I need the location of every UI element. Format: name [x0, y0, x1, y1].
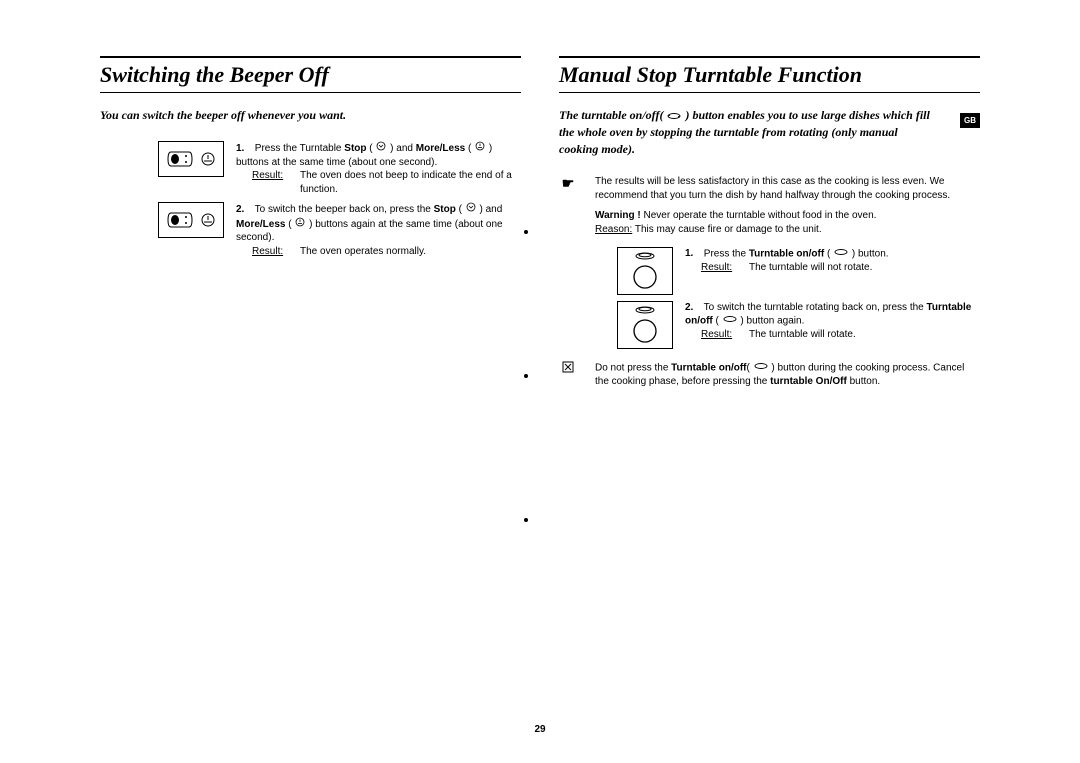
- right-column: Manual Stop Turntable Function The turnt…: [559, 56, 980, 399]
- step-row: 2. To switch the beeper back on, press t…: [158, 202, 521, 258]
- intro-right: The turntable on/off( ) button enables y…: [559, 107, 980, 157]
- section-title-left: Switching the Beeper Off: [100, 60, 521, 91]
- step-number: 1.: [685, 247, 701, 261]
- result-text: The turntable will not rotate.: [749, 261, 872, 275]
- turntable-symbol-icon: [834, 247, 848, 261]
- step-number: 2.: [236, 203, 252, 217]
- stop-symbol-icon: [466, 202, 476, 217]
- step-number: 2.: [685, 301, 701, 315]
- turntable-symbol-icon: [754, 361, 768, 375]
- content-columns: Switching the Beeper Off You can switch …: [100, 56, 980, 399]
- note-row: Do not press the Turntable on/off( ) but…: [559, 361, 980, 390]
- punch-hole: [524, 374, 528, 378]
- result-label: Result:: [701, 328, 741, 342]
- result-text: The oven operates normally.: [300, 245, 426, 259]
- section-title-right: Manual Stop Turntable Function: [559, 60, 980, 91]
- dish-icon: [634, 251, 656, 261]
- punch-hole: [524, 518, 528, 522]
- control-panel-illustration: [158, 141, 224, 177]
- result-line: Result: The oven operates normally.: [236, 245, 521, 259]
- pointer-icon: ☛: [559, 175, 577, 192]
- result-text: The oven does not beep to indicate the e…: [300, 169, 521, 196]
- result-line: Result: The turntable will not rotate.: [685, 261, 889, 275]
- turntable-symbol-icon: [723, 314, 737, 328]
- dish-icon: [634, 305, 656, 315]
- punch-holes: [524, 230, 528, 522]
- stop-symbol-icon: [376, 141, 386, 156]
- control-panel-illustration: [158, 202, 224, 238]
- caution-icon: [559, 361, 577, 376]
- step-row: 1. Press the Turntable Stop ( ) and More…: [158, 141, 521, 196]
- step-text: 2. To switch the turntable rotating back…: [685, 301, 980, 342]
- result-text: The turntable will rotate.: [749, 328, 856, 342]
- turntable-symbol-icon: [667, 108, 681, 124]
- step-row: 2. To switch the turntable rotating back…: [617, 301, 980, 349]
- title-rule: Switching the Beeper Off: [100, 56, 521, 93]
- moreless-icon: [201, 152, 215, 166]
- moreless-icon: [201, 213, 215, 227]
- manual-page: GB Switching the Beeper Off You can swit…: [0, 0, 1080, 763]
- step-row: 1. Press the Turntable on/off ( ) button…: [617, 247, 980, 295]
- stop-icon: [167, 150, 193, 168]
- moreless-symbol-icon: [295, 217, 305, 232]
- result-line: Result: The oven does not beep to indica…: [236, 169, 521, 196]
- intro-left: You can switch the beeper off whenever y…: [100, 107, 521, 123]
- turntable-circle-icon: [632, 318, 658, 344]
- page-number: 29: [0, 724, 1080, 735]
- result-label: Result:: [252, 169, 292, 196]
- moreless-symbol-icon: [475, 141, 485, 156]
- stop-icon: [167, 211, 193, 229]
- turntable-circle-icon: [632, 264, 658, 290]
- result-line: Result: The turntable will rotate.: [685, 328, 980, 342]
- step-text: 1. Press the Turntable Stop ( ) and More…: [236, 141, 521, 196]
- turntable-panel-illustration: [617, 247, 673, 295]
- turntable-panel-illustration: [617, 301, 673, 349]
- language-badge: GB: [960, 113, 980, 128]
- note-text: The results will be less satisfactory in…: [595, 175, 980, 237]
- note-row: ☛ The results will be less satisfactory …: [559, 175, 980, 237]
- result-label: Result:: [701, 261, 741, 275]
- left-column: Switching the Beeper Off You can switch …: [100, 56, 521, 399]
- step-text: 2. To switch the beeper back on, press t…: [236, 202, 521, 258]
- note-text: Do not press the Turntable on/off( ) but…: [595, 361, 980, 390]
- title-rule: Manual Stop Turntable Function: [559, 56, 980, 93]
- result-label: Result:: [252, 245, 292, 259]
- step-number: 1.: [236, 142, 252, 156]
- punch-hole: [524, 230, 528, 234]
- step-text: 1. Press the Turntable on/off ( ) button…: [685, 247, 889, 274]
